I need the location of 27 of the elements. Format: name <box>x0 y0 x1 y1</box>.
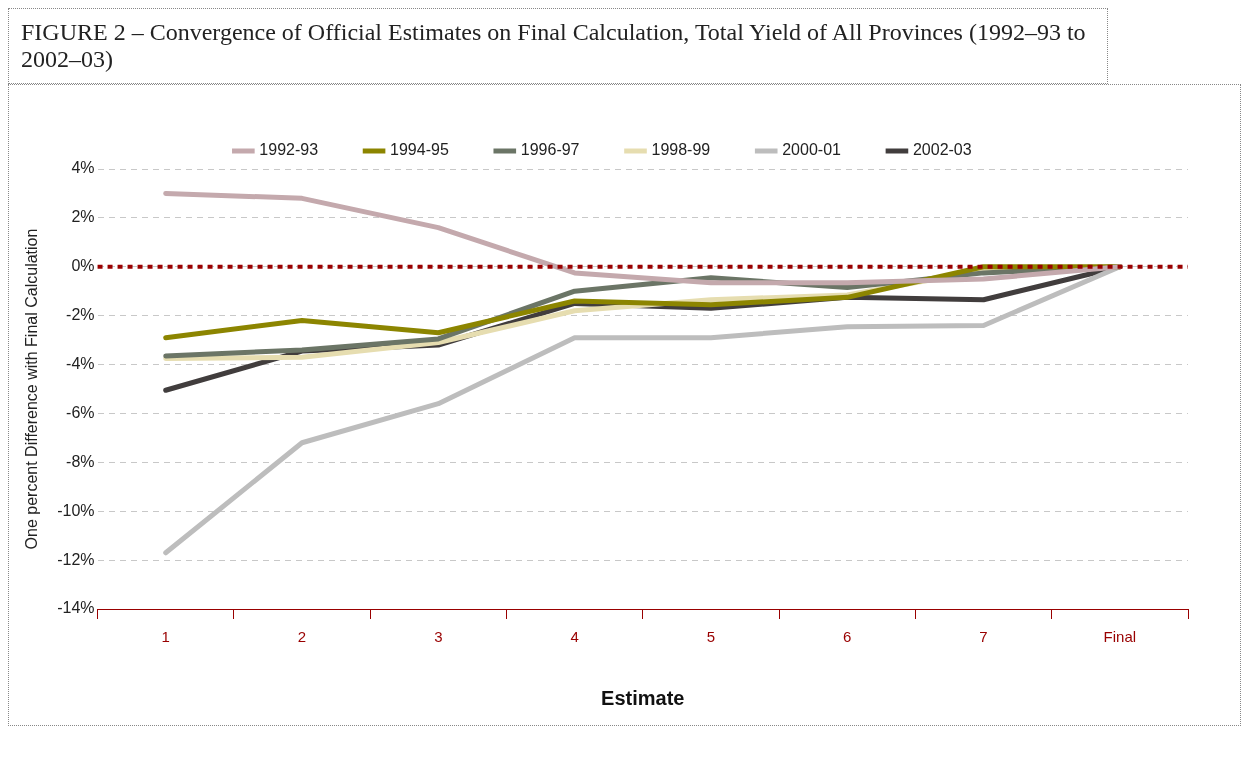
y-tick-label: -6% <box>66 403 95 421</box>
x-tick-label: 6 <box>843 628 852 646</box>
x-tick-label: 5 <box>706 628 716 646</box>
legend-label: 1996-97 <box>520 141 580 159</box>
x-tick-label: 4 <box>570 628 579 646</box>
legend-label: 1994-95 <box>390 141 449 159</box>
y-tick-label: -10% <box>57 501 95 519</box>
legend-label: 2002-03 <box>912 141 972 159</box>
x-tick-label: 1 <box>161 628 170 646</box>
legend-label: 2000-01 <box>782 141 842 159</box>
x-tick-label: 7 <box>979 628 988 646</box>
x-tick-label: Final <box>1103 628 1137 646</box>
y-tick-label: -4% <box>66 354 95 372</box>
y-tick-label: -14% <box>57 599 95 617</box>
y-tick-label: 4% <box>71 159 95 177</box>
x-axis-title: Estimate <box>601 686 685 709</box>
x-tick-label: 2 <box>297 628 307 646</box>
x-tick-label: 3 <box>434 628 443 646</box>
y-tick-label: -2% <box>66 306 95 324</box>
chart-title: FIGURE 2 – Convergence of Official Estimates on Final Calculation, Total Yield of All Provinces (1992–93 to 2002–03) <box>8 8 1108 84</box>
y-tick-label: -8% <box>66 452 95 470</box>
legend-label: 1992-93 <box>259 141 319 159</box>
y-tick-label: -12% <box>57 550 95 568</box>
y-axis-title: One percent Difference with Final Calculation <box>23 228 41 550</box>
legend-label: 1998-99 <box>651 141 711 159</box>
y-tick-label: 2% <box>71 208 95 226</box>
y-tick-label: 0% <box>71 257 95 275</box>
